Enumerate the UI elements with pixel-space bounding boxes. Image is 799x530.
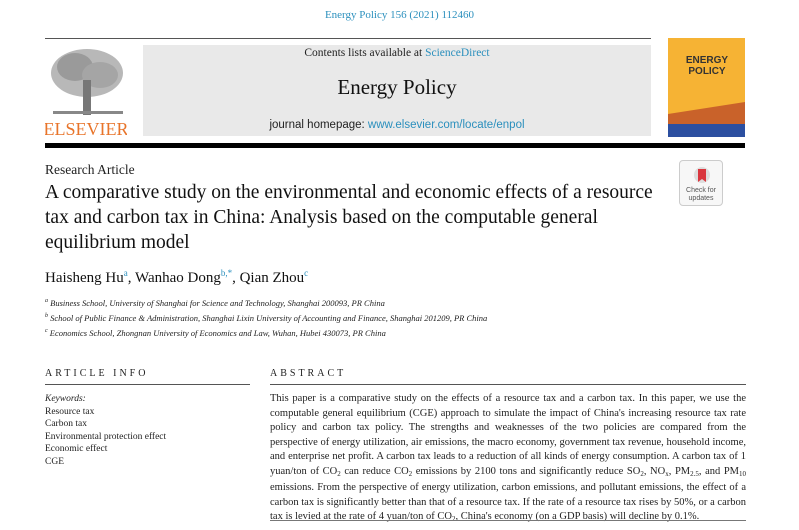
journal-banner: Contents lists available at ScienceDirec… <box>143 45 651 136</box>
affiliation-mark: a <box>45 298 48 304</box>
author-affiliation-mark[interactable]: c <box>304 268 309 278</box>
check-for-updates-button[interactable]: Check for updates <box>679 160 723 206</box>
contents-prefix: Contents lists available at <box>304 47 426 59</box>
abstract-segment: This paper is a comparative study on the… <box>270 393 746 477</box>
journal-cover[interactable]: ENERGY POLICY <box>668 38 745 137</box>
abstract-segment: , and PM <box>698 465 740 477</box>
keyword: Resource tax <box>45 406 95 417</box>
cover-title-1: ENERGY <box>686 55 729 66</box>
subscript: 2 <box>408 469 413 478</box>
article-type: Research Article <box>45 162 135 177</box>
abstract-segment: emissions. From the perspective of energ… <box>270 482 746 522</box>
affiliations: a Business School, University of Shangha… <box>45 295 487 340</box>
affiliation-text: School of Public Finance & Administratio… <box>50 313 488 323</box>
homepage-link[interactable]: www.elsevier.com/locate/enpol <box>367 119 525 131</box>
author-name[interactable]: Qian Zhou <box>239 270 305 286</box>
thick-divider <box>45 143 745 148</box>
cover-title-2: POLICY <box>688 66 726 77</box>
homepage-line: journal homepage: www.elsevier.com/locat… <box>143 119 651 131</box>
elsevier-wordmark: ELSEVIER <box>45 119 127 138</box>
affiliation-mark: c <box>45 328 48 334</box>
keywords: Keywords: Resource tax Carbon tax Enviro… <box>45 393 166 469</box>
contents-line: Contents lists available at ScienceDirec… <box>143 47 651 59</box>
author-affiliation-mark[interactable]: b,* <box>220 268 233 278</box>
affiliation: b School of Public Finance & Administrat… <box>45 310 487 325</box>
abstract-heading: ABSTRACT <box>270 368 347 379</box>
bookmark-icon <box>694 167 710 183</box>
subscript: 2 <box>337 469 341 478</box>
abstract-segment: , PM <box>668 465 691 477</box>
author-list: Haisheng Hua, Wanhao Dongb,*, Qian Zhouc <box>45 268 309 286</box>
abstract-segment: can reduce CO <box>340 465 409 477</box>
divider <box>270 520 746 521</box>
subscript: 10 <box>739 469 747 478</box>
affiliation: c Economics School, Zhongnan University … <box>45 325 487 340</box>
subscript: 2.5 <box>690 469 699 478</box>
divider <box>45 384 250 385</box>
subscript: 2 <box>640 469 644 478</box>
keyword: Economic effect <box>45 444 108 455</box>
check-line1: Check for <box>686 187 716 194</box>
abstract-segment: , NO <box>643 465 666 477</box>
keyword: CGE <box>45 456 64 467</box>
divider <box>45 38 651 39</box>
journal-name: Energy Policy <box>337 75 457 99</box>
check-line2: updates <box>688 195 714 202</box>
keywords-label: Keywords: <box>45 394 86 404</box>
abstract-segment: , China's economy (on a GDP basis) will … <box>455 511 700 522</box>
keyword: Environmental protection effect <box>45 431 167 442</box>
abstract-segment: emissions by 2100 tons and significantly… <box>412 465 641 477</box>
homepage-prefix: journal homepage: <box>269 119 368 131</box>
abstract-text: This paper is a comparative study on the… <box>270 392 746 527</box>
article-title: A comparative study on the environmental… <box>45 182 653 253</box>
affiliation: a Business School, University of Shangha… <box>45 295 487 310</box>
elsevier-logo: ELSEVIER <box>44 45 129 139</box>
subscript: x <box>665 469 669 478</box>
keyword: Carbon tax <box>45 419 87 430</box>
author-name[interactable]: Wanhao Dong <box>134 270 221 286</box>
elsevier-tree-icon: ELSEVIER <box>44 49 129 139</box>
divider <box>270 384 746 385</box>
author-affiliation-mark[interactable]: a <box>123 268 128 278</box>
affiliation-text: Economics School, Zhongnan University of… <box>49 328 386 338</box>
subscript: 2 <box>451 515 456 523</box>
journal-reference-link[interactable]: Energy Policy 156 (2021) 112460 <box>324 9 475 21</box>
article-info-heading: ARTICLE INFO <box>45 368 149 379</box>
author-name[interactable]: Haisheng Hu <box>45 270 124 286</box>
sciencedirect-link[interactable]: ScienceDirect <box>425 47 490 59</box>
affiliation-text: Business School, University of Shanghai … <box>50 298 385 308</box>
affiliation-mark: b <box>45 313 48 319</box>
cover-image: ENERGY POLICY <box>668 38 745 137</box>
